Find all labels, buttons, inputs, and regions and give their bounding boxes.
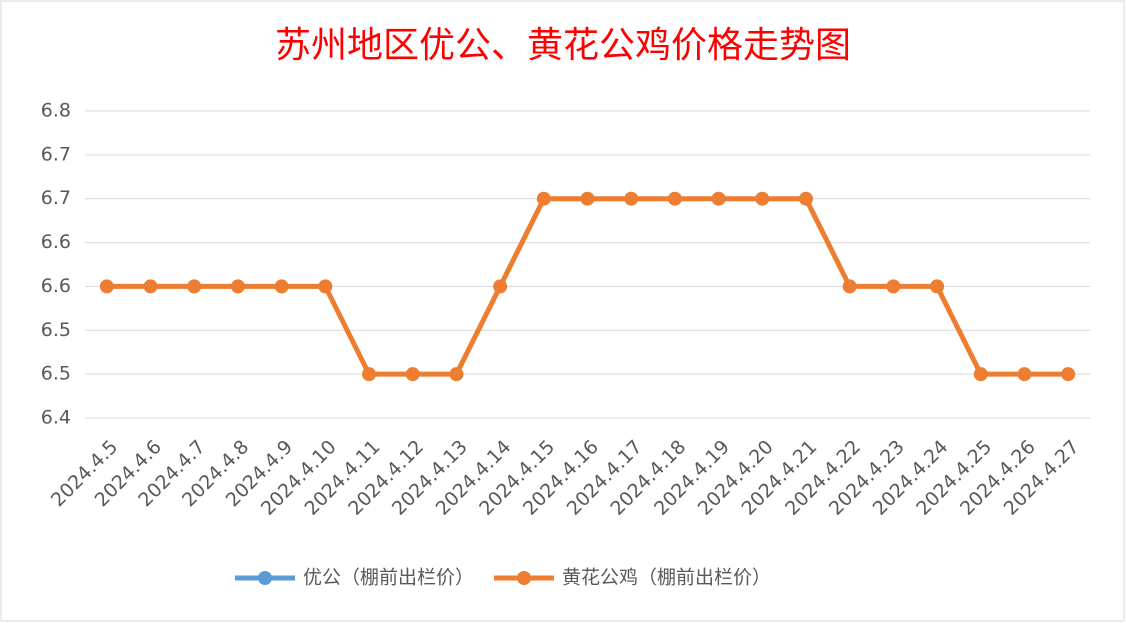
legend-marker — [517, 571, 532, 585]
y-tick-label: 6.4 — [41, 407, 71, 429]
y-tick-label: 6.7 — [41, 187, 71, 209]
y-tick-label: 6.5 — [41, 363, 71, 385]
y-tick-label: 6.7 — [41, 143, 71, 165]
marker — [187, 279, 202, 294]
marker — [274, 279, 289, 294]
marker — [930, 279, 945, 294]
marker — [318, 279, 333, 294]
marker — [230, 279, 245, 294]
marker — [99, 279, 114, 294]
marker — [842, 279, 857, 294]
marker — [143, 279, 158, 294]
legend-marker — [258, 571, 272, 585]
marker — [1017, 367, 1032, 382]
legend-label: 黄花公鸡（棚前出栏价） — [562, 567, 771, 589]
y-tick-label: 6.8 — [41, 100, 71, 122]
marker — [362, 367, 377, 382]
y-tick-label: 6.6 — [41, 231, 71, 253]
marker — [886, 279, 901, 294]
marker — [536, 191, 551, 206]
chart-title: 苏州地区优公、黄花公鸡价格走势图 — [275, 25, 851, 66]
legend-label: 优公（棚前出栏价） — [303, 567, 474, 589]
marker — [405, 367, 420, 382]
marker — [1061, 367, 1076, 382]
y-tick-label: 6.6 — [41, 275, 71, 297]
marker — [580, 191, 595, 206]
marker — [798, 191, 813, 206]
marker — [667, 191, 682, 206]
marker — [711, 191, 726, 206]
marker — [973, 367, 988, 382]
marker — [449, 367, 464, 382]
marker — [493, 279, 508, 294]
marker — [755, 191, 770, 206]
y-tick-label: 6.5 — [41, 319, 71, 341]
marker — [624, 191, 639, 206]
